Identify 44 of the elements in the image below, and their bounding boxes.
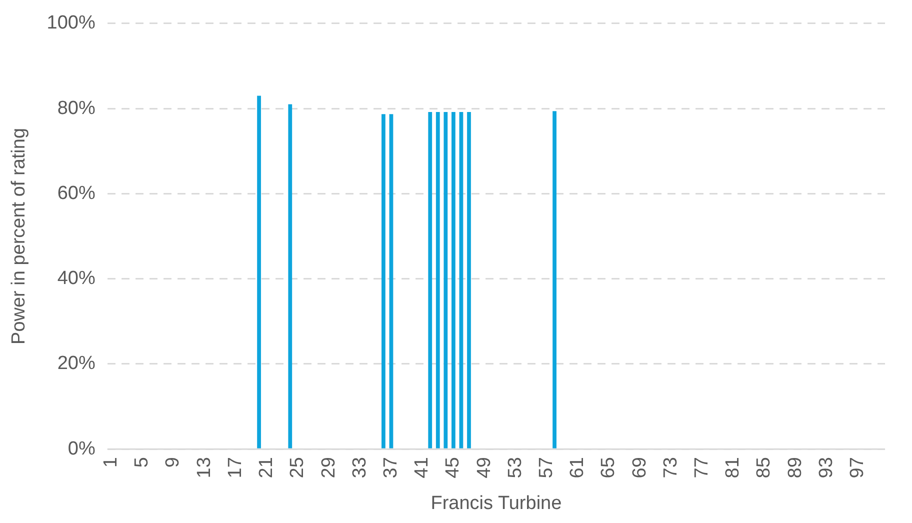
y-tick-label: 0% (68, 438, 96, 460)
bar (389, 114, 394, 448)
x-tick-label: 65 (598, 457, 620, 478)
bar (288, 104, 292, 448)
bar (467, 112, 471, 448)
x-tick-label: 37 (380, 457, 402, 478)
x-tick-label: 57 (536, 457, 557, 478)
bar (452, 112, 456, 448)
y-tick-label: 60% (57, 182, 96, 204)
x-tick-label: 73 (660, 457, 682, 478)
bar (257, 96, 261, 448)
x-tick-label: 21 (256, 457, 278, 478)
x-axis-title: Francis Turbine (430, 492, 562, 514)
x-tick-label: 77 (692, 457, 713, 478)
bar (382, 114, 386, 448)
x-tick-label: 33 (349, 457, 370, 478)
bar (552, 111, 556, 448)
x-tick-label: 9 (162, 457, 184, 468)
x-tick-label: 69 (629, 457, 650, 478)
x-tick-label: 13 (194, 457, 215, 478)
x-tick-label: 85 (754, 457, 775, 478)
x-tick-label: 61 (567, 457, 588, 478)
bar (444, 112, 448, 448)
x-tick-label: 89 (784, 457, 806, 478)
x-tick-label: 29 (318, 457, 340, 478)
x-tick-label: 25 (287, 457, 308, 478)
x-tick-label: 81 (722, 457, 744, 478)
x-tick-label: 1 (100, 457, 122, 468)
bar (459, 112, 464, 448)
x-tick-label: 17 (224, 457, 246, 478)
x-tick-label: 49 (474, 457, 495, 478)
x-tick-label: 97 (847, 457, 868, 478)
x-tick-label: 41 (412, 457, 433, 478)
y-tick-label: 20% (57, 353, 96, 374)
x-tick-label: 45 (442, 457, 464, 478)
y-axis-title: Power in percent of rating (8, 128, 30, 344)
x-tick-label: 53 (504, 457, 526, 478)
y-tick-label: 40% (57, 268, 96, 290)
x-tick-label: 5 (132, 457, 153, 468)
bar (428, 112, 432, 448)
x-tick-label: 93 (816, 457, 837, 478)
y-tick-label: 100% (46, 12, 96, 34)
bar (436, 112, 440, 448)
y-tick-label: 80% (57, 98, 96, 119)
